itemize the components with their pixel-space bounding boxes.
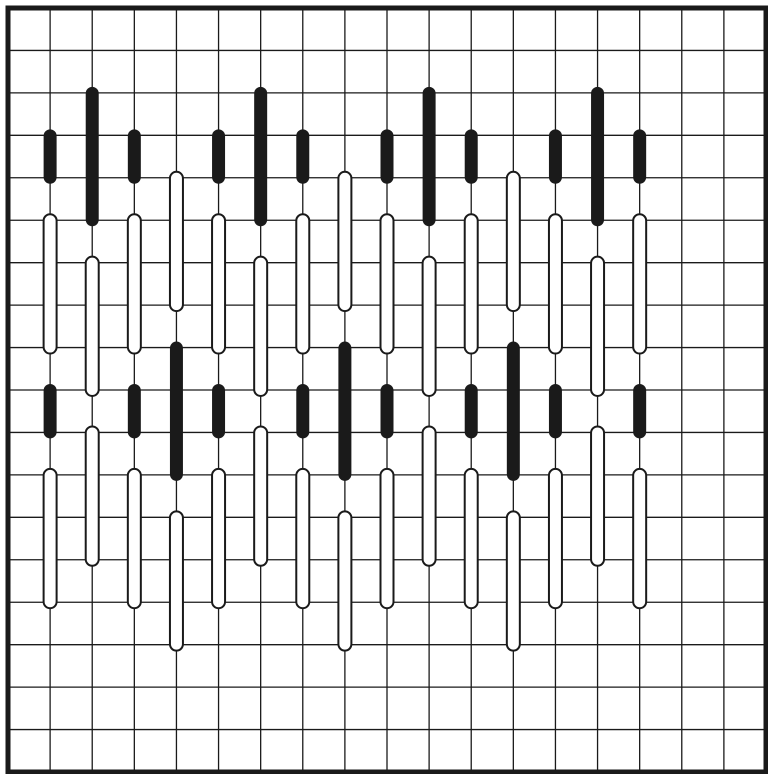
stitch-open [84, 425, 100, 567]
stitch-filled [338, 341, 352, 481]
stitch-filled [85, 86, 99, 227]
stitch-open [295, 213, 311, 355]
stitch-filled [548, 129, 562, 184]
stitch-filled [212, 129, 226, 184]
stitch-filled [422, 86, 436, 227]
stitch-filled [380, 384, 394, 439]
stitch-open [505, 510, 521, 652]
stitch-open [211, 213, 227, 355]
stitch-open [168, 170, 184, 313]
stitch-filled [127, 384, 141, 439]
stitch-open [379, 213, 395, 355]
stitch-open [126, 213, 142, 355]
stitch-filled [633, 129, 647, 184]
stitch-filled [127, 129, 141, 184]
stitch-open [295, 467, 311, 610]
stitch-open [590, 255, 606, 397]
stitch-open [590, 425, 606, 567]
stitch-filled [548, 384, 562, 439]
stitch-layer [42, 86, 648, 652]
stitch-open [547, 213, 563, 355]
stitch-filled [43, 129, 57, 184]
stitch-open [463, 213, 479, 355]
stitch-open [253, 425, 269, 567]
stitch-open [337, 510, 353, 652]
stitch-filled [212, 384, 226, 439]
stitch-open [632, 213, 648, 355]
stitch-filled [296, 384, 310, 439]
stitch-open [126, 467, 142, 610]
stitch-open [547, 467, 563, 610]
stitch-open [505, 170, 521, 313]
stitch-open [379, 467, 395, 610]
stitch-filled [506, 341, 520, 481]
stitch-open [337, 170, 353, 313]
stitch-filled [464, 129, 478, 184]
chart-frame [5, 5, 768, 774]
stitch-filled [254, 86, 268, 227]
stitch-open [421, 255, 437, 397]
stitch-open [42, 213, 58, 355]
stitch-open [253, 255, 269, 397]
stitch-open [421, 425, 437, 567]
stitch-filled [633, 384, 647, 439]
stitch-filled [380, 129, 394, 184]
stitch-open [632, 467, 648, 610]
stitch-filled [464, 384, 478, 439]
stitch-filled [43, 384, 57, 439]
stitch-open [168, 510, 184, 652]
stitch-filled [296, 129, 310, 184]
stitch-open [463, 467, 479, 610]
stitch-filled [169, 341, 183, 481]
stitch-filled [591, 86, 605, 227]
stitch-open [42, 467, 58, 610]
stitch-open [211, 467, 227, 610]
stitch-open [84, 255, 100, 397]
